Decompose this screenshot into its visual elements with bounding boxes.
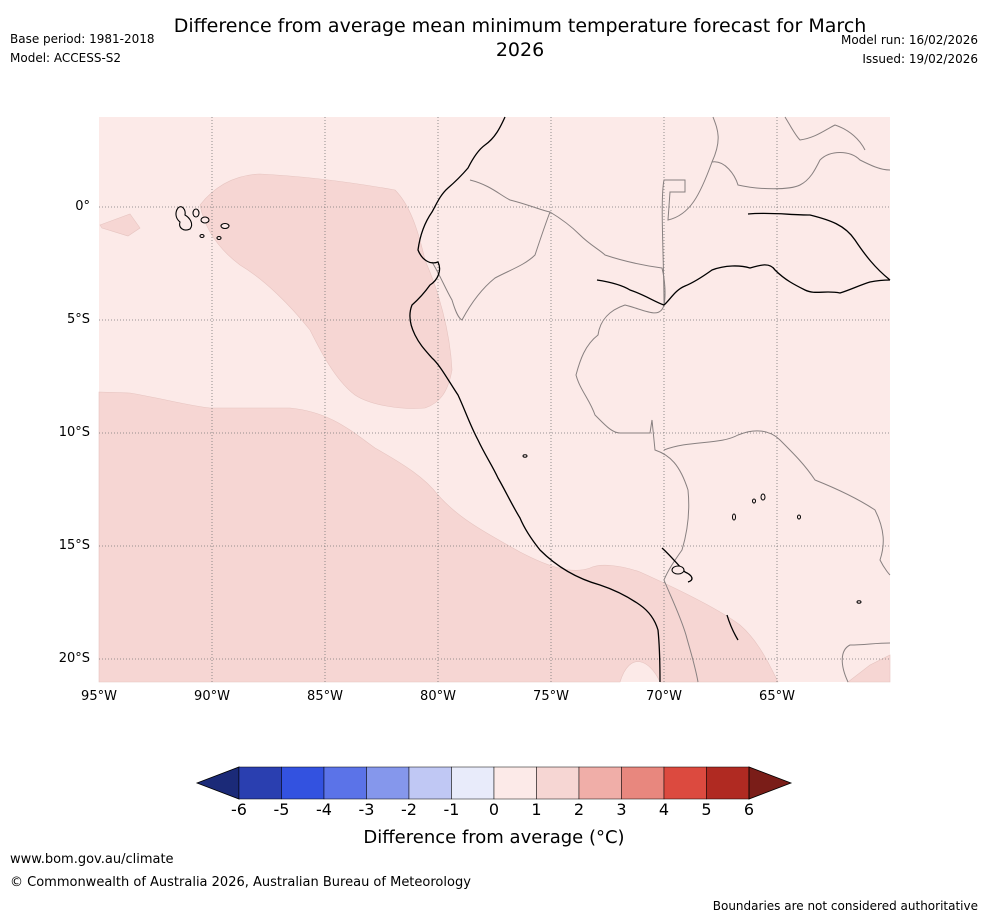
colorbar-segment [408,766,452,800]
lon-label-90w: 90°W [194,689,230,704]
cb-tick-3: 3 [616,800,627,819]
galapagos-islands [175,206,230,241]
issued-date: Issued: 19/02/2026 [862,52,978,66]
cb-tick-6: 6 [743,800,755,819]
cb-tick-4: 4 [658,800,670,819]
colorbar-segment [621,766,665,800]
country-borders [431,116,891,683]
anomaly-band-west-patch [99,213,141,237]
footer-copyright: © Commonwealth of Australia 2026, Austra… [10,875,471,890]
lat-label-0: 0° [75,199,90,214]
lat-label-5s: 5°S [66,312,90,327]
colorbar-arrow-low [195,766,240,800]
cb-tick-2: 2 [573,800,585,819]
colorbar-segment [366,766,410,800]
page-title: Difference from average mean minimum tem… [173,15,867,61]
cb-tick-m5: -5 [273,800,290,819]
base-period: Base period: 1981-2018 [10,32,155,46]
lon-label-95w: 95°W [81,689,117,704]
colorbar-segment [493,766,537,800]
model-name: Model: ACCESS-S2 [10,51,122,65]
colorbar [195,766,793,800]
lon-label-70w: 70°W [646,689,682,704]
lat-label-20s: 20°S [58,651,90,666]
colorbar-segment [281,766,325,800]
lon-label-65w: 65°W [759,689,795,704]
cb-tick-0: 0 [488,800,500,819]
lon-label-85w: 85°W [307,689,343,704]
cb-tick-m4: -4 [316,800,332,819]
colorbar-segment [706,766,750,800]
lat-label-10s: 10°S [58,425,90,440]
lon-label-80w: 80°W [420,689,456,704]
cb-tick-m2: -2 [401,800,417,819]
colorbar-segment [578,766,622,800]
colorbar-segment [323,766,367,800]
footer-note: Boundaries are not considered authoritat… [712,899,978,913]
colorbar-segment [536,766,580,800]
cb-tick-5: 5 [701,800,712,819]
colorbar-segment [238,766,282,800]
colorbar-label: Difference from average (°C) [363,827,625,848]
model-run: Model run: 16/02/2026 [840,33,978,47]
anomaly-band-north [199,173,453,409]
anomaly-band-south [98,391,779,683]
lon-label-75w: 75°W [533,689,569,704]
anomaly-band-southeast-patch [847,654,891,683]
cb-tick-m6: -6 [231,800,247,819]
colorbar-segment [451,766,495,800]
lakes [522,454,862,604]
cb-tick-m1: -1 [443,800,460,819]
colorbar-arrow-high [748,766,793,800]
coastline [409,116,891,683]
gridlines [99,117,890,682]
footer-url: www.bom.gov.au/climate [10,852,174,867]
meta-left: Base period: 1981-2018 Model: ACCESS-S2 [10,32,155,70]
cb-tick-1: 1 [531,800,542,819]
cb-tick-m3: -3 [358,800,375,819]
colorbar-segment [663,766,707,800]
lat-label-15s: 15°S [58,538,90,553]
meta-right: Model run: 16/02/2026 Issued: 19/02/2026 [841,33,978,71]
